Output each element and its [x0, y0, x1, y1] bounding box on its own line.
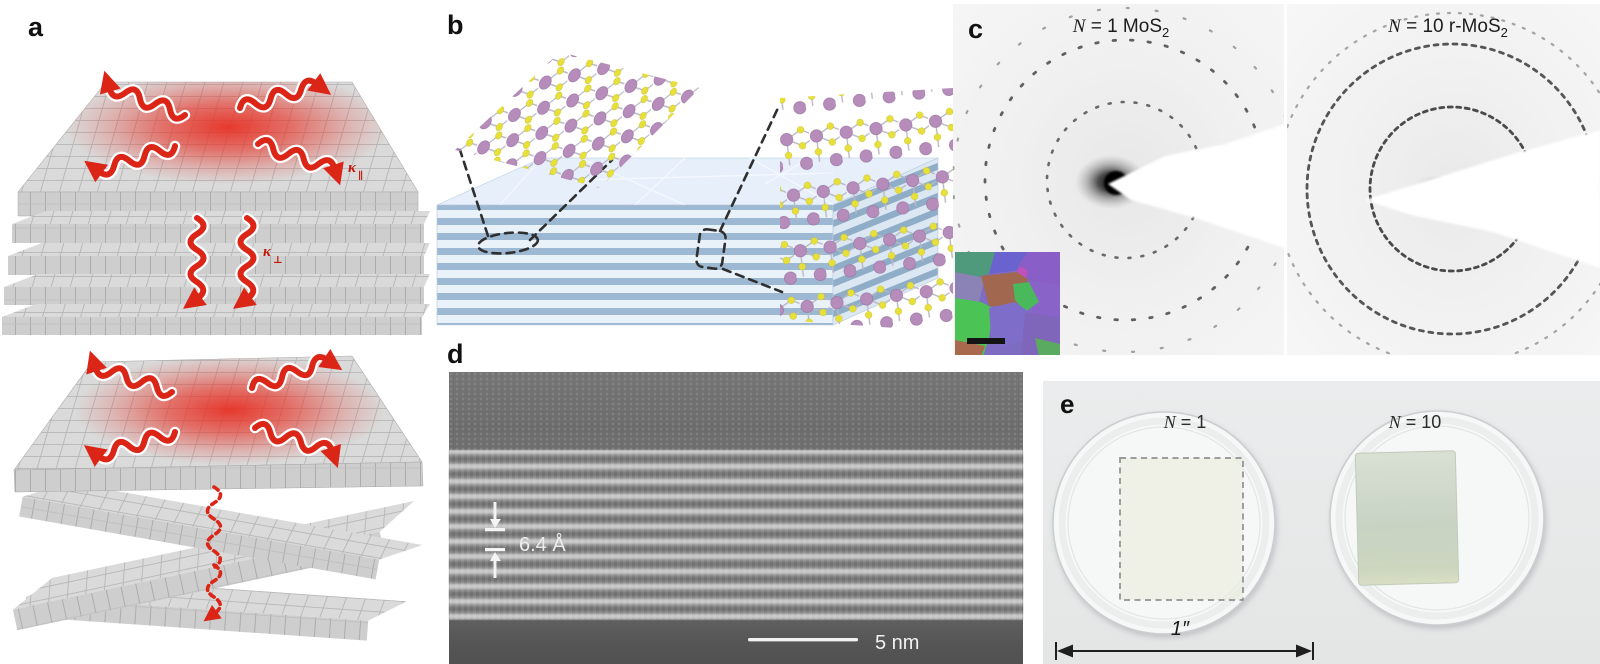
- multilayer-atomic-model: [780, 88, 953, 332]
- label-text: = 1: [1175, 412, 1207, 432]
- scale-bar-value: 5 nm: [875, 632, 919, 654]
- monolayer-callout: [455, 52, 700, 255]
- label-n-italic: N: [1163, 412, 1176, 432]
- substrate-texture: [449, 372, 1023, 452]
- panel-c-label: c: [968, 14, 984, 44]
- panel-b-illustration: [436, 52, 953, 332]
- multilayer-film: [1354, 450, 1460, 586]
- scale-bar: [748, 638, 858, 642]
- panel-a-label: a: [28, 12, 44, 42]
- arrowhead-left: [1057, 644, 1073, 658]
- beam-stop: [1365, 130, 1600, 268]
- title-subscript: 2: [1162, 24, 1170, 40]
- panel-b-label: b: [447, 10, 464, 40]
- grain-orientation-map-inset: [955, 252, 1060, 355]
- tem-cross-section-image: [449, 372, 1023, 664]
- bottom-fade: [449, 624, 1023, 664]
- arrowhead-right: [1296, 644, 1312, 658]
- diffraction-title-n10: N = 10 r-MoS2: [1348, 16, 1548, 40]
- diameter-arrow: [1055, 642, 1314, 660]
- multilayer-callout: [695, 88, 953, 332]
- layer-stripes: [449, 450, 1023, 620]
- beam-stop: [1108, 124, 1284, 248]
- atomic-column-texture: [449, 450, 1023, 620]
- label-n-italic: N: [1388, 412, 1401, 432]
- wafer-diameter-label: 1″: [1170, 618, 1190, 640]
- aligned-layer-stack: κ ∥ κ ⊥: [2, 70, 430, 335]
- kappa-perpendicular-label: κ: [263, 244, 272, 260]
- layer-spacing-marker: [485, 502, 505, 578]
- label-text: = 10: [1400, 412, 1442, 432]
- panel-c-diffraction: [953, 4, 1600, 355]
- diffraction-pattern-n10: [1287, 4, 1600, 355]
- wafer-photo: [1043, 381, 1600, 664]
- wafer-n10: [1329, 410, 1545, 626]
- twisted-layer-stack: [12, 355, 424, 641]
- panel-d-label: d: [447, 339, 464, 369]
- tem-annotations: 6.4 Å 5 nm: [485, 502, 919, 654]
- wafer-label-n1: N = 1: [1130, 412, 1240, 433]
- wafer-label-n10: N = 10: [1360, 412, 1470, 433]
- kappa-perpendicular-subscript: ⊥: [273, 255, 283, 266]
- diffraction-title-n1: N = 1 MoS2: [1021, 16, 1221, 40]
- title-subscript: 2: [1500, 24, 1508, 40]
- wafer-n1: [1052, 411, 1276, 635]
- monolayer-film-outline: [1119, 457, 1244, 601]
- layer-spacing-value: 6.4 Å: [519, 533, 566, 556]
- panel-e-label: e: [1060, 389, 1075, 419]
- monolayer-atomic-model: [455, 52, 700, 188]
- title-text: = 1 MoS: [1085, 16, 1163, 37]
- title-n-italic: N: [1388, 16, 1401, 37]
- wafer-graphics: [1052, 410, 1545, 660]
- diffraction-pattern-n1: [953, 4, 1284, 355]
- kappa-parallel-label: κ: [348, 160, 357, 176]
- kappa-parallel-subscript: ∥: [358, 170, 363, 182]
- inset-scale-bar: [967, 338, 1005, 344]
- title-n-italic: N: [1072, 16, 1086, 37]
- title-text: = 10 r-MoS: [1400, 16, 1501, 37]
- panel-a-illustration: κ ∥ κ ⊥: [2, 0, 430, 641]
